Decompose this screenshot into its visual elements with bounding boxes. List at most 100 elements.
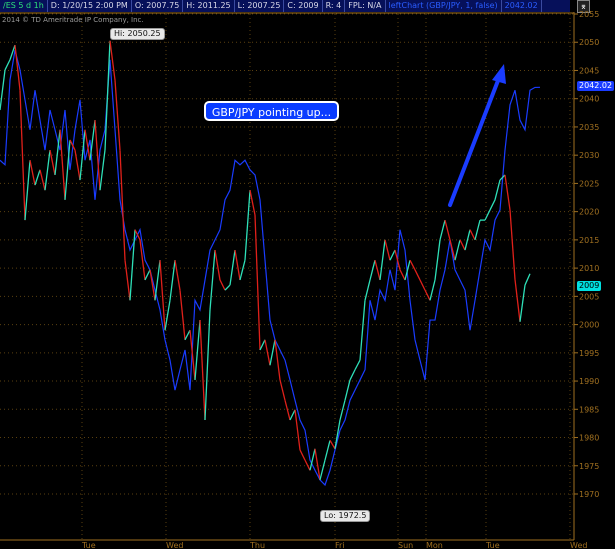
series-es-segment	[44, 150, 51, 191]
series-es-segment	[299, 449, 306, 461]
series-es-segment	[469, 229, 476, 241]
series-es-segment	[119, 150, 126, 261]
series-es-segment	[214, 249, 221, 281]
series-es-segment	[454, 239, 461, 261]
series-es-segment	[154, 260, 161, 301]
series-es-segment	[224, 284, 231, 291]
series-es-segment	[94, 120, 101, 191]
series-es-segment	[194, 320, 201, 380]
series-es-segment	[304, 459, 311, 471]
series-es-segment	[19, 90, 26, 221]
series-es-segment	[419, 279, 426, 291]
series-es-segment	[344, 379, 351, 401]
series-es-segment	[174, 260, 181, 291]
series-es-segment	[164, 300, 171, 331]
series-es-segment	[309, 448, 316, 471]
y-tick-label: 1980	[579, 434, 599, 443]
bar-open: O: 2007.75	[132, 0, 184, 12]
series-es-segment	[259, 339, 266, 351]
series-es-segment	[139, 239, 146, 281]
series-es-segment	[384, 239, 391, 261]
series-es-segment	[199, 320, 206, 421]
series-es-segment	[324, 440, 331, 461]
series-es-segment	[9, 44, 16, 60]
fpl: FPL: N/A	[345, 0, 386, 12]
series-es-segment	[179, 290, 186, 340]
series-es-segment	[369, 260, 376, 281]
x-tick-label: Sun	[398, 541, 413, 549]
study-price-tag: 2042.02	[577, 81, 615, 91]
series-es-segment	[444, 219, 451, 241]
series-es-segment	[54, 129, 61, 176]
copyright: 2014 © TD Ameritrade IP Company, Inc.	[2, 16, 144, 24]
series-es-segment	[169, 260, 176, 301]
series-es-segment	[449, 239, 456, 261]
series-es-segment	[459, 239, 466, 251]
series-es-segment	[219, 279, 226, 291]
series-es-segment	[524, 273, 531, 286]
series-es-segment	[269, 339, 276, 366]
last-price-tag: 2009	[577, 281, 602, 291]
chart-style-icon[interactable]: ⌆	[577, 0, 590, 13]
series-es-segment	[439, 219, 446, 241]
series-es-segment	[374, 260, 381, 281]
series-es-segment	[514, 279, 521, 322]
series-es-segment	[89, 120, 96, 161]
x-tick-label: Thu	[249, 541, 265, 549]
series-es-segment	[144, 269, 151, 281]
arrow-head-icon	[492, 64, 506, 84]
bar-date: D: 1/20/15 2:00 PM	[48, 0, 132, 12]
series-es-segment	[394, 249, 401, 270]
series-es-segment	[149, 269, 156, 301]
series-es-segment	[364, 279, 371, 301]
series-es-segment	[294, 409, 301, 451]
series-es-segment	[329, 440, 336, 450]
series-es-segment	[354, 359, 361, 371]
series-es-segment	[84, 129, 91, 161]
series-es-segment	[489, 199, 496, 211]
study-label[interactable]: leftChart (GBP/JPY, 1, false)	[386, 0, 502, 12]
series-es-segment	[399, 269, 406, 281]
series-es-segment	[104, 40, 111, 151]
x-tick-label: Mon	[426, 541, 443, 549]
y-tick-label: 1970	[579, 490, 599, 499]
series-es-segment	[334, 419, 341, 449]
series-es-segment	[339, 400, 346, 421]
symbol-selector[interactable]: /ES 5 d 1h	[0, 0, 48, 12]
series-es-segment	[229, 249, 236, 286]
series-es-segment	[69, 139, 76, 151]
y-tick-label: 2005	[579, 292, 599, 301]
series-es-segment	[464, 229, 471, 251]
x-tick-label: Tue	[81, 541, 96, 549]
series-es-segment	[484, 209, 491, 221]
series-es-segment	[429, 279, 436, 301]
series-es-segment	[209, 249, 216, 310]
series-es-segment	[434, 239, 441, 281]
x-tick-label: Fri	[335, 541, 345, 549]
series-es-segment	[319, 459, 326, 481]
series-es-segment	[499, 174, 506, 181]
series-es-segment	[409, 259, 416, 271]
series-es-segment	[359, 300, 366, 361]
series-es-segment	[314, 448, 321, 480]
x-tick-label: Wed	[166, 541, 183, 549]
y-tick-label: 2040	[579, 95, 599, 104]
y-tick-label: 2025	[579, 179, 599, 188]
series-es-segment	[79, 129, 86, 181]
series-es-segment	[379, 239, 386, 281]
annotation-arrow	[448, 76, 501, 207]
series-es-segment	[474, 219, 481, 241]
series-es-segment	[279, 379, 286, 401]
series-es-segment	[74, 149, 81, 181]
high-label: Hi: 2050.25	[110, 28, 165, 40]
series-es-segment	[39, 169, 46, 191]
bar-close: C: 2009	[284, 0, 323, 12]
bar-range: R: 4	[323, 0, 346, 12]
series-es-segment	[64, 139, 71, 200]
series-es-segment	[14, 44, 21, 91]
annotation-box[interactable]: GBP/JPY pointing up...	[204, 101, 339, 121]
series-es-segment	[49, 149, 56, 176]
series-es-segment	[134, 229, 141, 241]
y-tick-label: 1985	[579, 405, 599, 414]
